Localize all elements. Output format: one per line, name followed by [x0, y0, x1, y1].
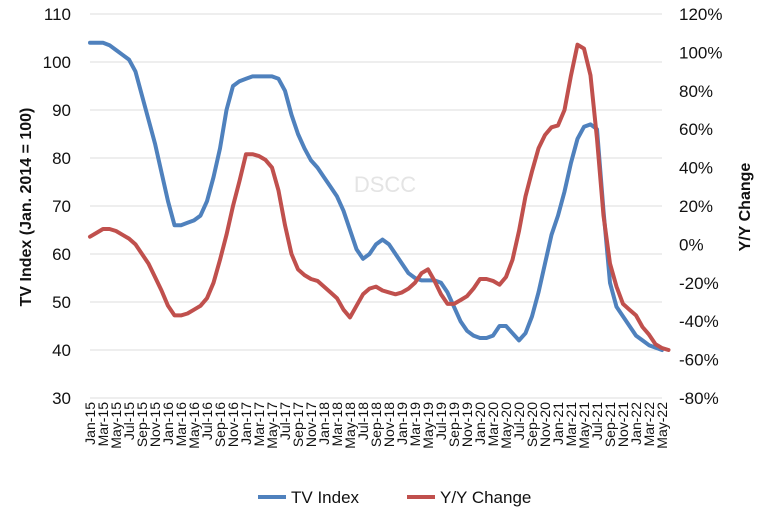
left-tick-label: 50 [52, 293, 71, 312]
right-tick-label: -20% [679, 274, 719, 293]
left-axis-title: TV Index (Jan. 2014 = 100) [18, 108, 35, 307]
legend-label: TV Index [291, 488, 360, 507]
left-axis-tick-labels: 30 40 50 60 70 80 90 100 110 [43, 5, 71, 408]
left-tick-label: 90 [52, 101, 71, 120]
x-tick-label: Mar-22 [641, 402, 657, 447]
right-tick-label: -60% [679, 351, 719, 370]
gridlines [90, 13, 662, 399]
right-tick-label: 40% [679, 159, 713, 178]
x-tick-label: Mar-17 [251, 402, 267, 447]
x-tick-label: Mar-21 [563, 402, 579, 447]
x-tick-label: May-17 [264, 402, 280, 449]
right-tick-label: 80% [679, 82, 713, 101]
x-tick-label: Nov-16 [225, 402, 241, 447]
legend: TV Index Y/Y Change [258, 488, 531, 507]
x-tick-label: Jul-20 [511, 402, 527, 440]
x-tick-label: Jul-16 [199, 402, 215, 440]
right-axis-tick-labels: -80% -60% -40% -20% 0% 20% 40% 60% 80% 100% 120% [679, 5, 722, 408]
x-tick-label: Sep-17 [290, 402, 306, 447]
x-tick-label: Jul-17 [277, 402, 293, 440]
series-lines [88, 40, 671, 352]
x-tick-label: Jan-15 [82, 402, 98, 445]
right-axis-title: Y/Y Change [737, 163, 754, 252]
x-tick-label: Nov-20 [537, 402, 553, 447]
x-tick-label: Jan-19 [394, 402, 410, 445]
x-tick-label: Sep-18 [368, 402, 384, 447]
x-tick-label: Sep-19 [446, 402, 462, 447]
x-tick-label: Mar-20 [485, 402, 501, 447]
right-tick-label: 60% [679, 120, 713, 139]
x-tick-label: May-16 [186, 402, 202, 449]
x-tick-label: Jan-18 [316, 402, 332, 445]
x-tick-label: Jan-17 [238, 402, 254, 445]
series-line-y-y-change [88, 42, 671, 352]
x-tick-label: Jul-19 [433, 402, 449, 440]
series-line-tv-index [88, 40, 664, 352]
x-tick-label: May-21 [576, 402, 592, 449]
x-tick-label: Sep-21 [602, 402, 618, 447]
x-tick-label: Jul-15 [121, 402, 137, 440]
x-tick-label: May-18 [342, 402, 358, 449]
x-tick-label: Sep-15 [134, 402, 150, 447]
right-tick-label: -80% [679, 389, 719, 408]
right-tick-label: 20% [679, 197, 713, 216]
left-tick-label: 30 [52, 389, 71, 408]
x-tick-label: May-19 [420, 402, 436, 449]
right-tick-label: 100% [679, 43, 722, 62]
x-tick-label: Jul-18 [355, 402, 371, 440]
x-tick-label: Mar-19 [407, 402, 423, 447]
x-tick-label: Jan-20 [472, 402, 488, 445]
left-tick-label: 100 [43, 53, 71, 72]
x-tick-label: Sep-20 [524, 402, 540, 447]
x-tick-label: May-20 [498, 402, 514, 449]
left-tick-label: 80 [52, 149, 71, 168]
x-tick-label: Jul-21 [589, 402, 605, 440]
x-tick-label: Sep-16 [212, 402, 228, 447]
right-tick-label: 0% [679, 235, 704, 254]
x-tick-label: Mar-15 [95, 402, 111, 447]
x-tick-label: Jan-16 [160, 402, 176, 445]
x-tick-label: Nov-17 [303, 402, 319, 447]
x-tick-label: Nov-15 [147, 402, 163, 447]
left-tick-label: 70 [52, 197, 71, 216]
x-tick-label: Nov-21 [615, 402, 631, 447]
x-tick-label: May-15 [108, 402, 124, 449]
right-tick-label: 120% [679, 5, 722, 24]
watermark: DSCC [354, 172, 416, 197]
legend-label: Y/Y Change [440, 488, 531, 507]
right-tick-label: -40% [679, 312, 719, 331]
x-tick-label: May-22 [654, 402, 670, 449]
x-tick-label: Nov-19 [459, 402, 475, 447]
left-tick-label: 40 [52, 341, 71, 360]
x-axis-tick-labels: Jan-15Mar-15May-15Jul-15Sep-15Nov-15Jan-… [82, 402, 670, 449]
x-tick-label: Nov-18 [381, 402, 397, 447]
x-tick-label: Mar-18 [329, 402, 345, 447]
left-tick-label: 110 [44, 5, 71, 24]
x-tick-label: Jan-21 [550, 402, 566, 445]
x-tick-label: Mar-16 [173, 402, 189, 447]
left-tick-label: 60 [52, 245, 71, 264]
x-tick-label: Jan-22 [628, 402, 644, 445]
